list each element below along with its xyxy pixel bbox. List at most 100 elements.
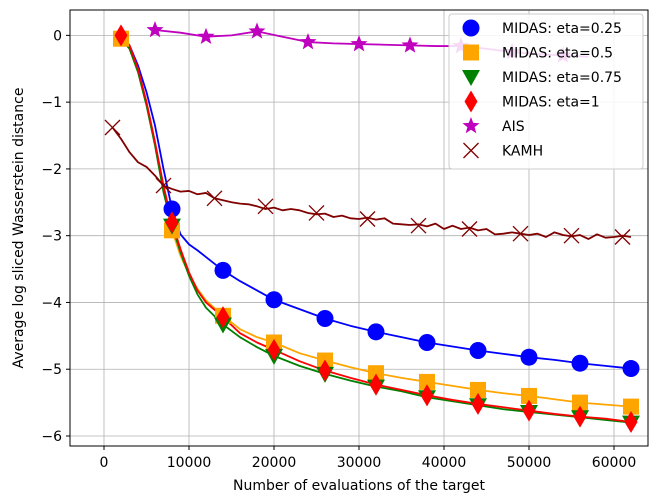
x-tick-label: 20000	[252, 455, 297, 471]
x-marker-stroke	[463, 142, 479, 159]
legend-marker	[462, 70, 480, 86]
legend-marker	[464, 90, 478, 113]
data-point	[418, 334, 436, 352]
series-markers-5	[104, 119, 631, 245]
y-axis-label: Average log sliced Wasserstein distance	[11, 88, 27, 369]
y-tick-label: −1	[41, 95, 62, 111]
legend-marker	[463, 44, 479, 61]
legend-label: MIDAS: eta=1	[502, 95, 600, 111]
x-tick-label: 50000	[507, 455, 552, 471]
data-point	[469, 342, 487, 360]
data-point	[206, 190, 223, 207]
x-marker-stroke	[410, 217, 427, 234]
legend-label: MIDAS: eta=0.5	[502, 46, 613, 62]
legend-label: MIDAS: eta=0.25	[502, 21, 622, 37]
data-point	[522, 399, 536, 422]
data-point	[623, 398, 639, 415]
x-marker-stroke	[512, 225, 529, 242]
data-point	[367, 323, 385, 341]
data-point	[359, 211, 376, 227]
data-point	[299, 33, 317, 50]
data-point	[316, 309, 334, 327]
series-markers	[104, 21, 640, 433]
data-point	[470, 381, 486, 398]
series-markers-3	[114, 24, 638, 433]
data-point	[163, 200, 181, 218]
data-point	[572, 394, 588, 411]
x-marker-stroke	[155, 177, 172, 194]
y-tick-label: 0	[53, 28, 62, 44]
legend-box	[448, 13, 644, 170]
x-marker-stroke	[563, 227, 580, 244]
data-point	[248, 22, 266, 39]
legend-marker	[463, 142, 479, 159]
data-point	[265, 291, 283, 309]
data-point	[573, 405, 587, 428]
x-marker-stroke	[461, 221, 478, 237]
legend-entry: MIDAS: eta=0.25	[462, 19, 622, 37]
data-point	[521, 387, 537, 404]
data-point	[512, 225, 529, 242]
legend-label: KAMH	[502, 144, 543, 160]
data-point	[368, 365, 384, 382]
data-point	[401, 36, 419, 53]
data-point	[520, 348, 538, 366]
data-point	[420, 384, 434, 407]
data-point	[369, 373, 383, 396]
legend: MIDAS: eta=0.25 MIDAS: eta=0.5 MIDAS: eta=…	[448, 13, 644, 170]
legend-marker	[462, 19, 480, 37]
x-marker-stroke	[359, 211, 376, 227]
data-point	[214, 261, 232, 279]
series-line-5	[111, 126, 632, 240]
series-markers-0	[163, 200, 640, 378]
legend-entry: AIS	[462, 117, 525, 135]
legend-entry: MIDAS: eta=0.75	[462, 70, 622, 86]
legend-label: AIS	[502, 119, 525, 135]
data-point	[614, 229, 631, 245]
y-tick-label: −3	[41, 229, 62, 245]
data-point	[146, 21, 164, 38]
legend-entry: MIDAS: eta=0.5	[463, 44, 613, 62]
x-tick-label: 40000	[422, 455, 467, 471]
data-point	[318, 359, 332, 382]
x-marker-stroke	[206, 190, 223, 207]
x-tick-label: 60000	[592, 455, 637, 471]
x-tick-label: 10000	[167, 455, 212, 471]
data-point	[622, 360, 640, 378]
data-point	[104, 119, 121, 136]
legend-entry: MIDAS: eta=1	[464, 90, 600, 113]
data-point	[571, 354, 589, 372]
y-tick-label: −6	[41, 429, 62, 445]
x-marker-stroke	[308, 205, 325, 221]
data-point	[461, 221, 478, 237]
data-point	[410, 217, 427, 234]
data-point	[471, 392, 485, 415]
data-point	[308, 205, 325, 221]
data-point	[216, 306, 230, 329]
data-point	[257, 198, 274, 215]
data-point	[563, 227, 580, 244]
legend-entry: KAMH	[463, 142, 543, 160]
x-marker-stroke	[257, 198, 274, 215]
legend-label: MIDAS: eta=0.75	[502, 70, 622, 86]
y-tick-label: −2	[41, 162, 62, 178]
x-tick-label: 0	[100, 455, 109, 471]
x-marker-stroke	[104, 119, 121, 136]
x-marker-stroke	[614, 229, 631, 245]
data-point	[165, 211, 179, 234]
x-axis-ticks: 0 10000 20000 30000 40000 50000 60000	[100, 446, 637, 471]
x-axis-label: Number of evaluations of the target	[233, 478, 485, 494]
data-point	[624, 410, 638, 433]
data-point	[267, 338, 281, 361]
x-tick-label: 30000	[337, 455, 382, 471]
y-axis-ticks: 0 −1 −2 −3 −4 −5 −6	[41, 28, 70, 445]
data-point	[350, 35, 368, 52]
data-point	[197, 27, 215, 44]
y-tick-label: −5	[41, 362, 62, 378]
data-point	[155, 177, 172, 194]
y-tick-label: −4	[41, 295, 62, 311]
data-point	[419, 373, 435, 390]
legend-marker	[462, 117, 480, 134]
data-point	[114, 24, 128, 47]
